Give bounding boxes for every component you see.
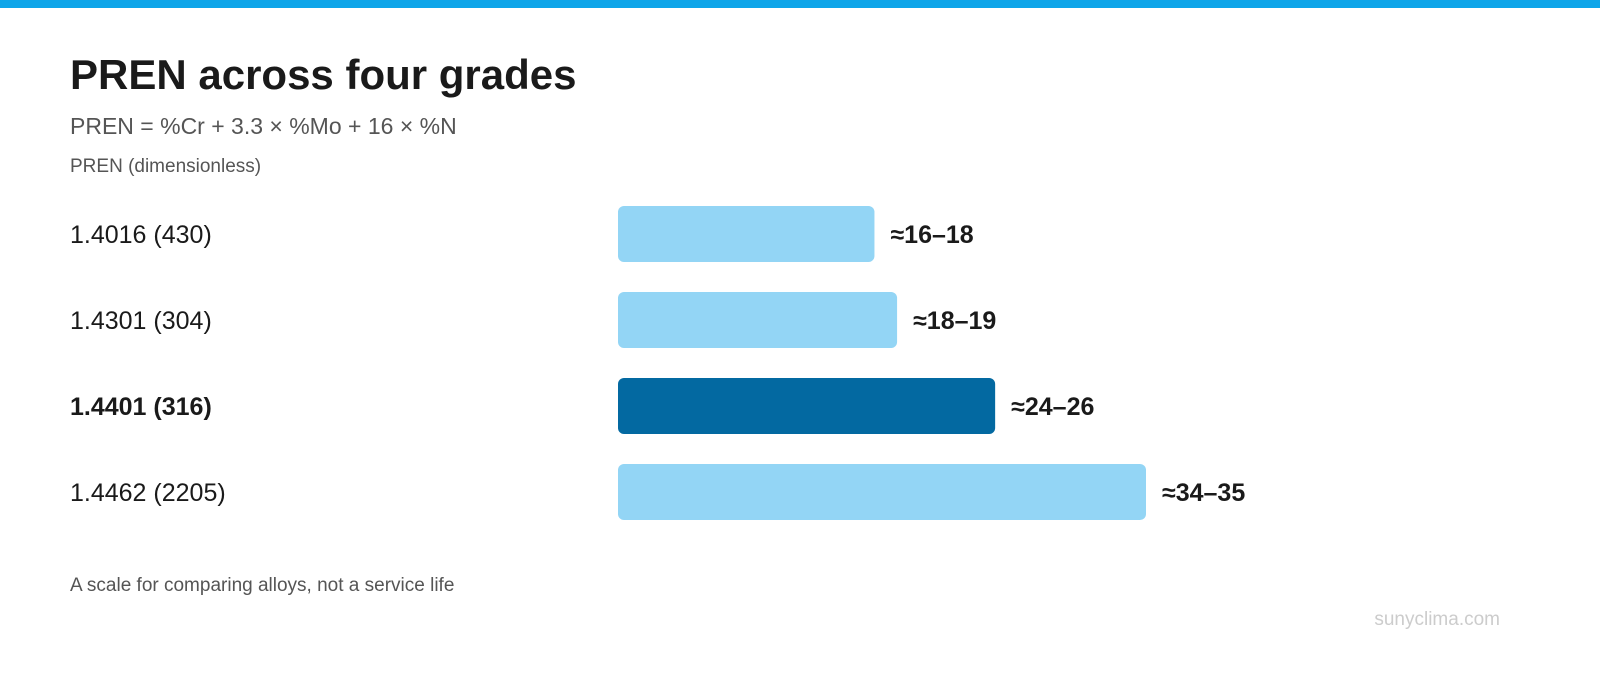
chart-subtitle: PREN = %Cr + 3.3 × %Mo + 16 × %N <box>70 113 457 139</box>
category-label: 1.4462 (2205) <box>70 479 226 507</box>
top-accent-bar <box>0 0 1600 8</box>
value-label: ≈16–18 <box>890 221 973 249</box>
bar <box>618 206 875 262</box>
axis-label: PREN (dimensionless) <box>70 156 262 177</box>
chart-title: PREN across four grades <box>70 51 577 98</box>
value-label: ≈34–35 <box>1162 479 1245 507</box>
value-label: ≈24–26 <box>1011 393 1094 421</box>
bar <box>618 378 996 434</box>
category-label: 1.4301 (304) <box>70 307 212 335</box>
category-label: 1.4401 (316) <box>70 393 212 421</box>
watermark: sunyclima.com <box>1374 609 1500 630</box>
bar <box>618 292 898 348</box>
value-label: ≈18–19 <box>913 307 996 335</box>
category-label: 1.4016 (430) <box>70 221 212 249</box>
bar <box>618 464 1146 520</box>
chart-note: A scale for comparing alloys, not a serv… <box>70 575 455 596</box>
